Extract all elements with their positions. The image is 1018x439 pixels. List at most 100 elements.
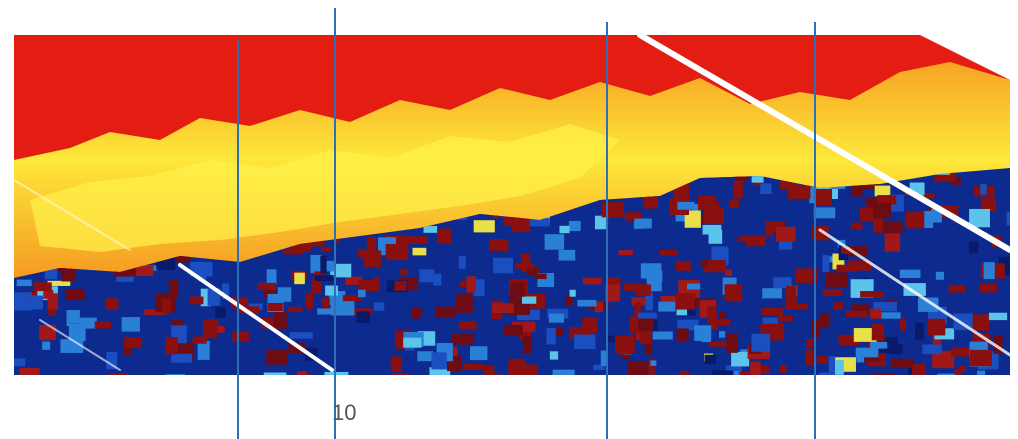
speckle <box>737 236 759 242</box>
speckle <box>980 197 997 212</box>
speckle <box>162 298 172 314</box>
speckle <box>636 323 643 341</box>
speckle <box>39 325 56 341</box>
speckle <box>871 373 896 375</box>
speckle <box>905 211 926 229</box>
speckle <box>518 364 538 375</box>
speckle <box>765 229 774 237</box>
speckle <box>555 327 564 336</box>
speckle <box>503 324 523 336</box>
speckle <box>42 341 51 350</box>
speckle <box>850 222 863 230</box>
speckle <box>357 289 366 298</box>
speckle <box>884 233 901 252</box>
speckle <box>473 279 485 297</box>
speckle <box>922 344 942 355</box>
speckle <box>978 283 998 293</box>
speckle <box>870 341 888 349</box>
speckle <box>687 207 694 213</box>
speckle <box>703 207 724 225</box>
speckle <box>968 241 979 254</box>
speckle <box>68 323 86 342</box>
speckle <box>779 180 797 190</box>
speckle <box>503 216 523 226</box>
speckle <box>277 287 292 302</box>
speckle <box>733 180 743 199</box>
speckle <box>931 208 942 223</box>
speckle <box>217 325 225 333</box>
speckle <box>462 363 484 370</box>
speckle <box>322 297 330 309</box>
speckle <box>522 335 532 354</box>
speckle <box>268 302 283 312</box>
speckle <box>121 317 140 332</box>
speckle <box>317 308 338 315</box>
speckle <box>633 220 645 229</box>
speckle <box>980 183 987 195</box>
speckle <box>819 313 830 328</box>
speckle <box>983 262 995 280</box>
speckle <box>806 339 814 348</box>
speckle <box>675 260 691 271</box>
speckle <box>559 225 570 234</box>
speckle <box>483 365 495 375</box>
speckle <box>833 302 844 310</box>
speckle <box>470 346 488 361</box>
speckle <box>935 271 945 280</box>
speckle <box>635 284 651 296</box>
flame-core <box>30 124 620 252</box>
speckle <box>309 237 325 247</box>
speckle <box>851 304 869 314</box>
speckle <box>164 337 178 355</box>
speckle <box>288 342 306 354</box>
speckle <box>411 307 422 319</box>
speckle <box>779 365 787 373</box>
speckle <box>65 288 85 301</box>
speckle <box>294 272 305 285</box>
speckle <box>325 285 339 296</box>
speckle <box>520 253 531 272</box>
speckle <box>458 255 466 269</box>
speckle <box>222 283 230 300</box>
speckle <box>702 224 722 235</box>
speckle <box>166 374 186 375</box>
speckle <box>637 312 657 319</box>
speckle <box>289 332 313 339</box>
speckle <box>512 321 536 332</box>
speckle <box>466 276 476 293</box>
speckle <box>972 314 990 331</box>
speckle <box>33 282 52 292</box>
speckle <box>874 215 884 233</box>
speckle <box>47 293 59 310</box>
speckle <box>713 319 731 326</box>
speckle <box>390 356 402 372</box>
speckle <box>950 347 975 357</box>
speckle <box>624 283 643 291</box>
speckle <box>569 289 576 297</box>
speckle <box>918 297 939 312</box>
speckle <box>264 288 277 298</box>
speckle <box>739 372 750 375</box>
speckle <box>805 349 814 366</box>
speckle <box>659 249 678 256</box>
speckle <box>569 326 593 339</box>
speckle <box>701 334 711 343</box>
speckle <box>473 220 495 233</box>
speckle <box>773 277 792 289</box>
speckle <box>558 249 576 261</box>
speckle <box>257 282 276 290</box>
speckle <box>458 321 477 330</box>
speckle <box>969 349 992 367</box>
speckle <box>784 303 809 310</box>
speckle <box>841 246 851 255</box>
speckle <box>594 215 609 230</box>
speckle <box>404 236 428 245</box>
speckle <box>535 273 547 280</box>
speckle <box>26 295 44 310</box>
speckle <box>492 303 514 313</box>
speckle <box>526 267 540 276</box>
speckle <box>848 260 872 271</box>
speckle <box>582 317 599 334</box>
speckle <box>676 328 689 342</box>
speckle <box>231 297 248 309</box>
